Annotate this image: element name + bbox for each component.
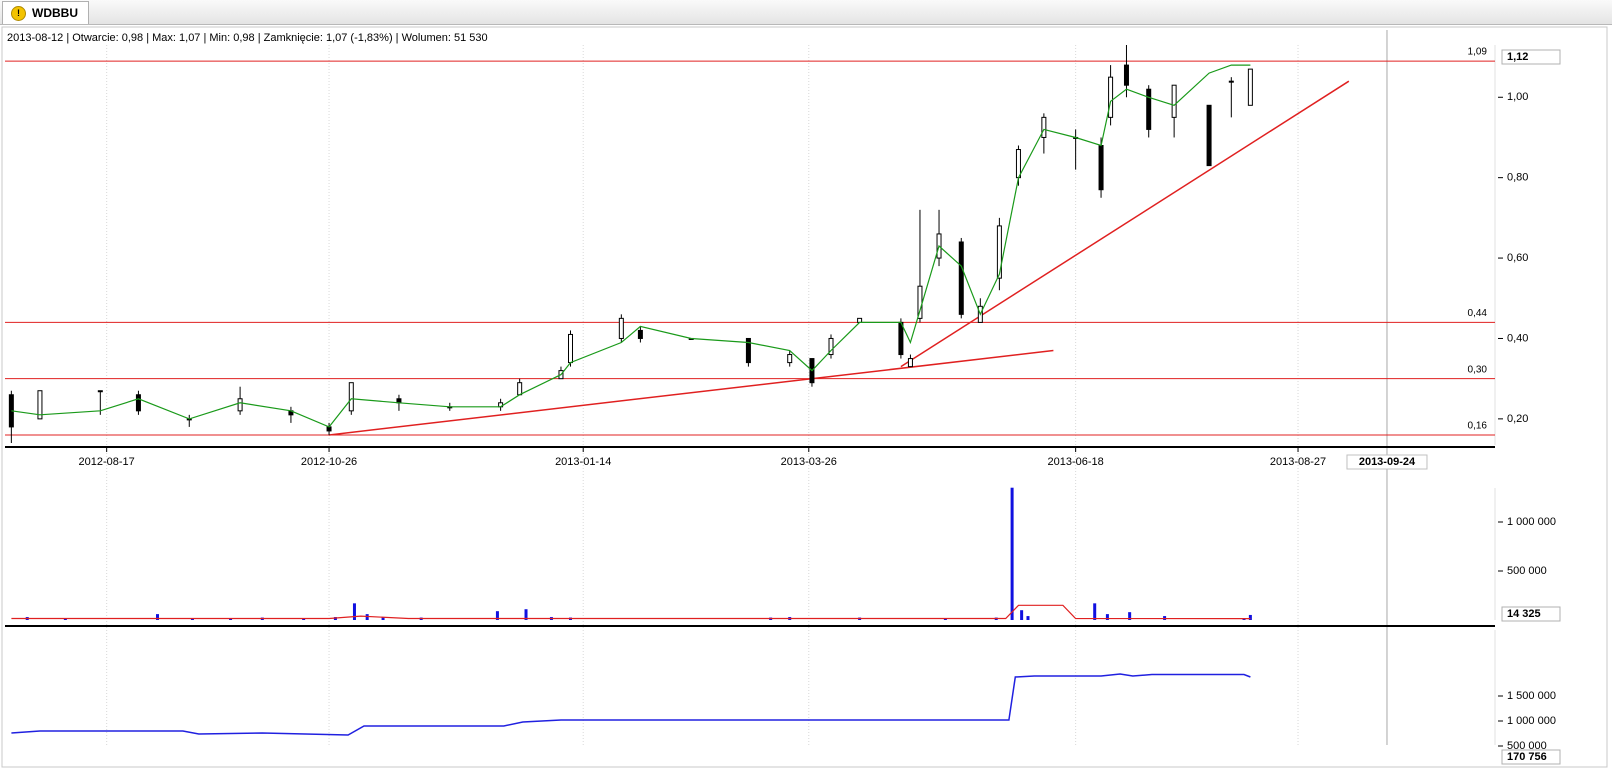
- candle-body: [348, 382, 354, 412]
- candle-body: [1041, 116, 1047, 138]
- candle-body: [568, 333, 574, 364]
- volume-bar: [1026, 616, 1030, 620]
- candle-body: [1228, 80, 1234, 83]
- candle-body: [898, 321, 904, 356]
- y-tick-label: 0,40: [1507, 332, 1528, 344]
- cursor-box: [1346, 454, 1428, 470]
- y-tick-label: 1 000 000: [1507, 516, 1556, 528]
- candle-body: [637, 329, 643, 339]
- x-tick-label: 2013-03-26: [781, 456, 837, 468]
- candle-body: [135, 394, 141, 412]
- candle-body: [1098, 145, 1104, 191]
- volume-bar: [1093, 603, 1097, 620]
- volume-bar: [381, 617, 385, 620]
- tab[interactable]: ! WDBBU: [2, 1, 89, 24]
- x-tick-label: 2013-08-27: [1270, 456, 1326, 468]
- moving-average: [11, 64, 1251, 428]
- candle-body: [1171, 84, 1177, 118]
- tab-bar: ! WDBBU: [0, 0, 1612, 25]
- level-label: 0,30: [1468, 364, 1488, 375]
- value-box-label: 1,12: [1507, 51, 1528, 63]
- value-box: [1501, 49, 1561, 65]
- volume-bar: [1010, 487, 1014, 620]
- volume-bar: [524, 609, 528, 620]
- candle-body: [517, 382, 523, 396]
- candle-body: [857, 317, 863, 323]
- candle-body: [745, 337, 751, 364]
- candle-body: [37, 390, 43, 420]
- volume-average: [11, 604, 1251, 620]
- chart-frame: [1, 26, 1608, 768]
- candle-body: [1123, 64, 1129, 86]
- tab-title: WDBBU: [32, 6, 78, 20]
- indicator-line: [11, 673, 1251, 736]
- candle-body: [1247, 68, 1253, 106]
- y-tick-label: 1 000 000: [1507, 715, 1556, 727]
- trend-line: [900, 80, 1350, 368]
- candle-body: [828, 337, 834, 356]
- x-tick-label: 2012-08-17: [79, 456, 135, 468]
- y-tick-label: 500 000: [1507, 565, 1547, 577]
- volume-bar: [495, 611, 499, 620]
- volume-bar: [1128, 612, 1132, 620]
- volume-bar: [365, 614, 369, 620]
- candle-body: [1146, 88, 1152, 130]
- y-tick-label: 0,80: [1507, 172, 1528, 184]
- value-box: [1501, 606, 1561, 622]
- x-tick-label: 2012-10-26: [301, 456, 357, 468]
- value-box-label: 170 756: [1507, 751, 1547, 763]
- candle-body: [618, 317, 624, 339]
- candle-body: [1015, 149, 1021, 179]
- volume-bar: [352, 603, 356, 620]
- volume-bar: [1105, 614, 1109, 620]
- y-tick-label: 0,20: [1507, 413, 1528, 425]
- chart: 2013-08-12 | Otwarcie: 0,98 | Max: 1,07 …: [1, 26, 1608, 768]
- volume-bar: [1020, 610, 1024, 620]
- value-box-label: 14 325: [1507, 608, 1541, 620]
- candle-body: [97, 390, 103, 393]
- candle-body: [1206, 104, 1212, 167]
- level-label: 1,09: [1468, 47, 1488, 58]
- candle-body: [907, 358, 913, 368]
- candle-body: [237, 398, 243, 412]
- y-tick-label: 1 500 000: [1507, 690, 1556, 702]
- level-label: 0,16: [1468, 421, 1488, 432]
- tab-icon: !: [11, 5, 26, 21]
- level-label: 0,44: [1468, 308, 1488, 319]
- info-line: 2013-08-12 | Otwarcie: 0,98 | Max: 1,07 …: [7, 32, 488, 44]
- volume-bar: [1248, 614, 1252, 620]
- trend-line: [328, 349, 1054, 436]
- y-tick-label: 500 000: [1507, 740, 1547, 752]
- candle-body: [1108, 76, 1114, 118]
- candle-body: [996, 225, 1002, 279]
- y-tick-label: 0,60: [1507, 252, 1528, 264]
- x-tick-label: 2013-01-14: [555, 456, 611, 468]
- value-box: [1501, 749, 1561, 765]
- candle-body: [958, 241, 964, 315]
- cursor-label: 2013-09-24: [1359, 456, 1416, 468]
- volume-bar: [155, 614, 159, 620]
- candle-body: [787, 354, 793, 364]
- x-tick-label: 2013-06-18: [1047, 456, 1103, 468]
- y-tick-label: 1,00: [1507, 91, 1528, 103]
